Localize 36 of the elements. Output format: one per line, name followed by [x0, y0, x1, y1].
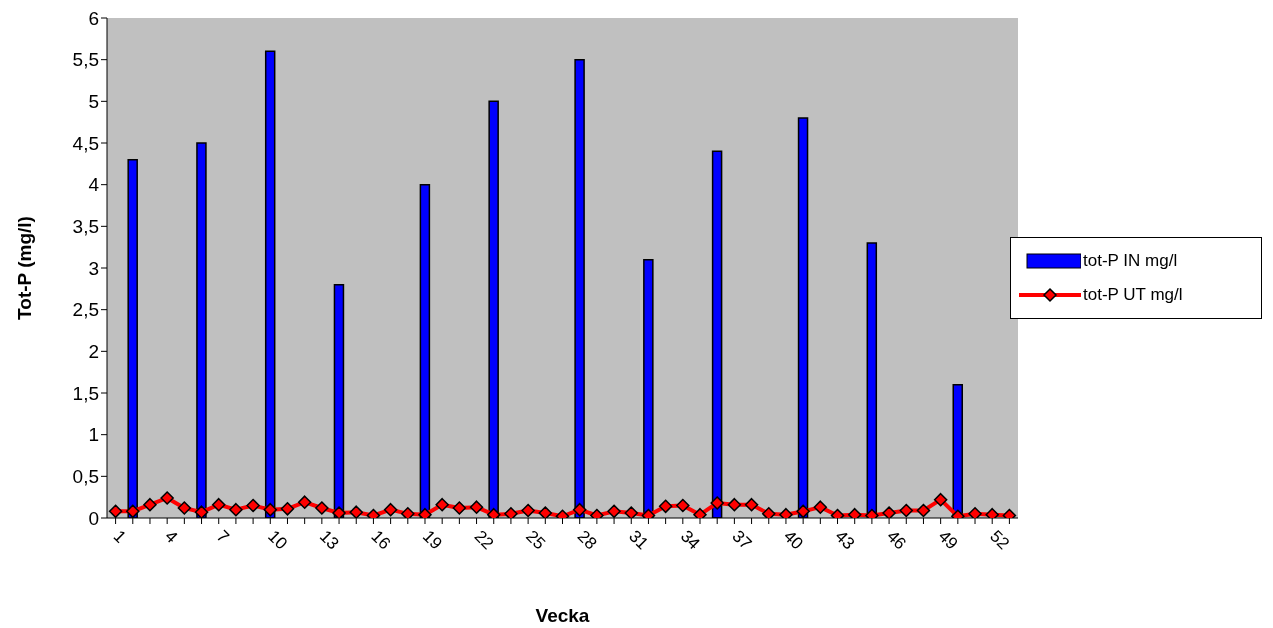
y-tick-label: 0,5 [72, 466, 99, 488]
x-axis-title: Vecka [535, 605, 590, 626]
legend-label: tot-P IN mg/l [1083, 251, 1178, 271]
x-tick-label: 1 [109, 526, 130, 547]
y-axis-title: Tot-P (mg/l) [13, 216, 35, 320]
x-tick-label: 13 [315, 526, 343, 554]
x-tick-label: 46 [883, 526, 910, 554]
x-tick-label: 4 [161, 526, 182, 547]
x-tick-label: 31 [625, 526, 653, 554]
bar [952, 383, 963, 518]
x-tick-label: 28 [573, 526, 601, 554]
y-tick-label: 4,5 [72, 132, 99, 154]
x-tick-label: 49 [934, 526, 962, 554]
y-tick-label: 3,5 [72, 216, 99, 238]
y-tick-label: 1,5 [72, 382, 99, 404]
y-tick-label: 5 [88, 91, 99, 113]
x-tick-label: 34 [676, 526, 704, 554]
x-tick-label: 43 [831, 526, 859, 554]
x-tick-label: 22 [470, 526, 498, 554]
y-tick-label: 2 [88, 341, 99, 363]
x-tick-label: 52 [986, 526, 1014, 554]
y-tick-label: 0 [88, 507, 99, 529]
y-tick-label: 2,5 [72, 299, 99, 321]
x-tick-label: 25 [522, 526, 549, 554]
x-tick-label: 7 [212, 526, 233, 547]
y-tick-label: 4 [88, 174, 100, 196]
legend-label: tot-P UT mg/l [1083, 285, 1183, 305]
y-tick-label: 6 [88, 7, 99, 29]
y-tick-label: 3 [88, 257, 99, 279]
x-tick-label: 16 [367, 526, 395, 554]
x-tick-label: 37 [728, 526, 756, 554]
y-tick-label: 1 [88, 424, 99, 446]
x-tick-label: 10 [264, 526, 292, 554]
y-tick-label: 5,5 [72, 49, 99, 71]
x-tick-label: 40 [779, 526, 807, 554]
x-tick-label: 19 [418, 526, 446, 554]
